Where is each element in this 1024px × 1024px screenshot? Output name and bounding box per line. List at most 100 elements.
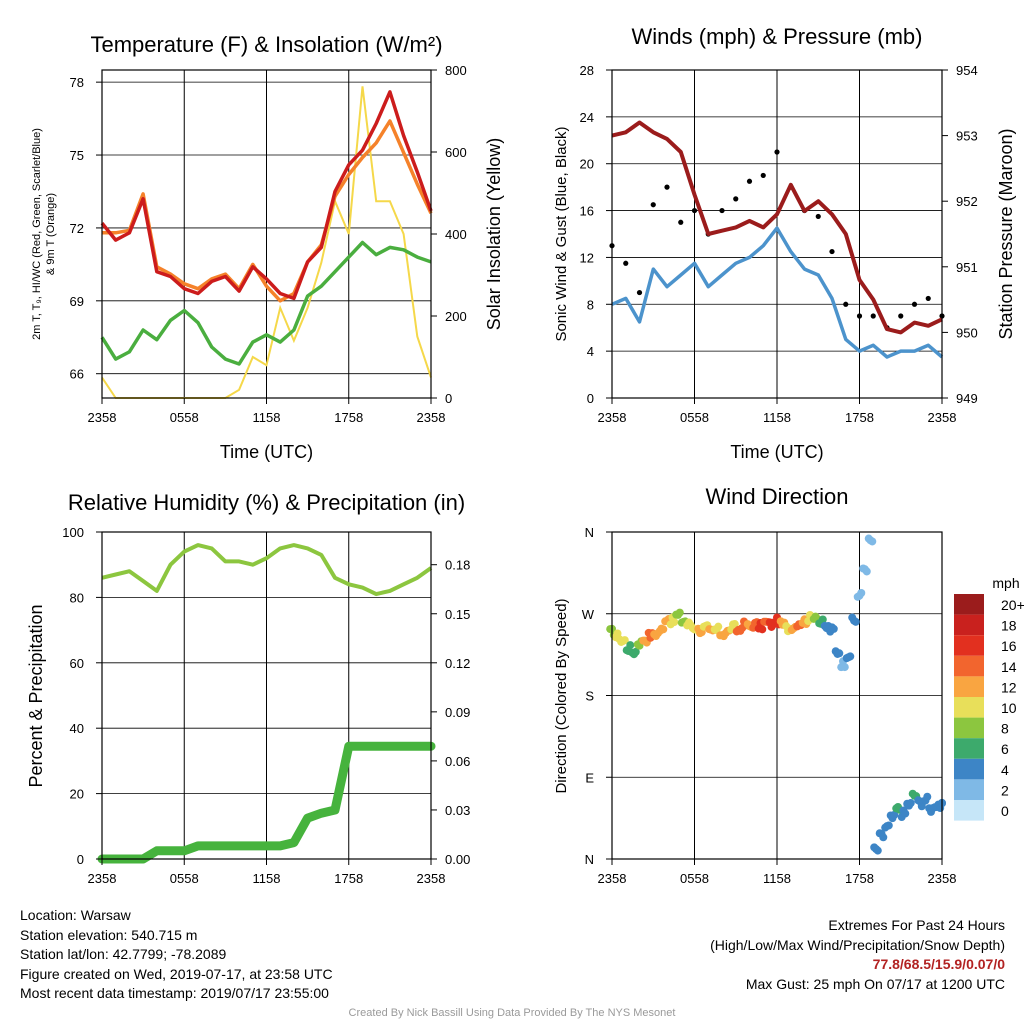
humidity-panel: 0 20 40 60 80 100 0.00 0.03 0.06 0.09 0.12 0.15 0.18… (26, 490, 470, 886)
y2-tick-label: 0.15 (445, 607, 470, 622)
y2-tick-label: 0.03 (445, 803, 470, 818)
series-station-pressure (611, 120, 943, 335)
direction-point (923, 792, 932, 801)
chart-title: Temperature (F) & Insolation (W/m²) (90, 32, 442, 57)
x-tick-label: 2358 (928, 871, 957, 886)
x-tick-label: 0558 (170, 410, 199, 425)
y2-tick-label: 0 (445, 391, 452, 406)
direction-point (835, 649, 844, 658)
location-label: Location: Warsaw (20, 907, 131, 923)
direction-point (884, 821, 893, 830)
direction-point (879, 833, 888, 842)
gust-point (678, 219, 684, 225)
series-relative-humidity (101, 543, 433, 597)
direction-point (890, 810, 899, 819)
legend-label: 12 (1001, 679, 1017, 695)
direction-point (868, 537, 877, 546)
legend-label: 10 (1001, 700, 1017, 716)
extremes-subtitle: (High/Low/Max Wind/Precipitation/Snow De… (710, 936, 1005, 953)
direction-point (851, 617, 860, 626)
x-tick-label: 2358 (598, 410, 627, 425)
y2-tick-label: 400 (445, 227, 467, 242)
y-tick-label: 78 (70, 75, 84, 90)
direction-point (846, 652, 855, 661)
y2-axis-label: Solar Insolation (Yellow) (484, 138, 504, 330)
gust-point (650, 202, 656, 208)
x-tick-label: 2358 (417, 410, 446, 425)
x-tick-label: 1158 (763, 871, 791, 886)
y2-tick-label: 954 (956, 63, 978, 78)
direction-point (857, 588, 866, 597)
gust-point (623, 260, 629, 266)
legend-label: 20+ (1001, 597, 1024, 613)
gust-point (691, 207, 698, 214)
y2-axis-label: Station Pressure (Maroon) (996, 128, 1016, 339)
direction-point (714, 622, 723, 631)
gust-point (664, 184, 670, 190)
gust-point (870, 313, 876, 319)
y2-tick-label: 800 (445, 63, 467, 78)
created-label: Figure created on Wed, 2019-07-17, at 23… (20, 965, 333, 982)
direction-point (675, 608, 684, 617)
y-tick-label: S (585, 689, 594, 704)
y-axis-label: 2m T, T₉, HI/WC (Red, Green, Scarlet/Blu… (31, 128, 43, 340)
legend-swatch (954, 800, 984, 821)
series-2m-t (100, 90, 433, 301)
x-tick-label: 2358 (417, 871, 446, 886)
chart-title: Relative Humidity (%) & Precipitation (i… (68, 490, 465, 515)
legend-label: 18 (1001, 618, 1017, 634)
y2-tick-label: 949 (956, 391, 978, 406)
legend-label: 2 (1001, 782, 1009, 798)
y2-tick-label: 0.12 (445, 656, 470, 671)
x-tick-label: 2358 (928, 410, 957, 425)
x-tick-label: 0558 (680, 410, 709, 425)
gust-point (925, 295, 931, 302)
x-axis-label: Time (UTC) (730, 442, 823, 462)
y-axis-label: Sonic Wind & Gust (Blue, Black) (553, 126, 570, 341)
direction-point (670, 618, 679, 627)
x-tick-label: 1758 (334, 410, 363, 425)
x-tick-label: 2358 (598, 871, 627, 886)
y-tick-label: N (585, 525, 594, 540)
legend-label: 8 (1001, 721, 1009, 737)
x-tick-label: 1758 (845, 410, 874, 425)
x-tick-label: 1158 (253, 871, 281, 886)
legend-title: mph (992, 575, 1019, 591)
y-tick-label: 40 (70, 721, 84, 736)
y-tick-label: 20 (70, 787, 84, 802)
y2-tick-label: 0.00 (445, 852, 470, 867)
gust-point (856, 313, 863, 319)
legend-swatch (954, 697, 984, 718)
y-axis-label: Direction (Colored By Speed) (553, 598, 570, 793)
y-tick-label: 75 (70, 148, 84, 163)
x-tick-label: 1758 (334, 871, 363, 886)
gust-point (843, 301, 849, 307)
direction-point (906, 799, 915, 808)
y-tick-label: 0 (587, 391, 594, 406)
y2-tick-label: 953 (956, 129, 978, 144)
direction-point (862, 567, 871, 576)
y-axis-label-line2: & 9m T (Orange) (45, 193, 57, 275)
gust-point (719, 207, 725, 214)
y-tick-label: 28 (580, 63, 594, 78)
x-axis-label: Time (UTC) (220, 442, 313, 462)
y2-tick-label: 0.18 (445, 558, 470, 573)
chart-title: Winds (mph) & Pressure (mb) (632, 24, 923, 49)
series-td (100, 240, 432, 366)
recent-data-label: Most recent data timestamp: 2019/07/17 2… (20, 985, 329, 1001)
gust-point (774, 149, 780, 155)
speed-legend: mph 20+ 18 16 14 12 10 8 6 4 2 0 (954, 575, 1024, 821)
direction-point (840, 663, 849, 672)
x-tick-label: 1758 (845, 871, 874, 886)
legend-swatch (954, 635, 984, 656)
extremes-title: Extremes For Past 24 Hours (828, 917, 1005, 933)
gust-point (760, 172, 766, 179)
direction-point (730, 620, 739, 629)
legend-swatch (954, 758, 984, 780)
gust-point (911, 301, 918, 307)
temperature-panel: 66 69 72 75 78 0 200 400 600 800 2358 0558 1158 1758 2… (31, 32, 504, 462)
x-tick-label: 2358 (88, 871, 117, 886)
x-tick-label: 0558 (170, 871, 199, 886)
y-tick-label: N (585, 852, 594, 867)
legend-label: 16 (1001, 638, 1017, 654)
